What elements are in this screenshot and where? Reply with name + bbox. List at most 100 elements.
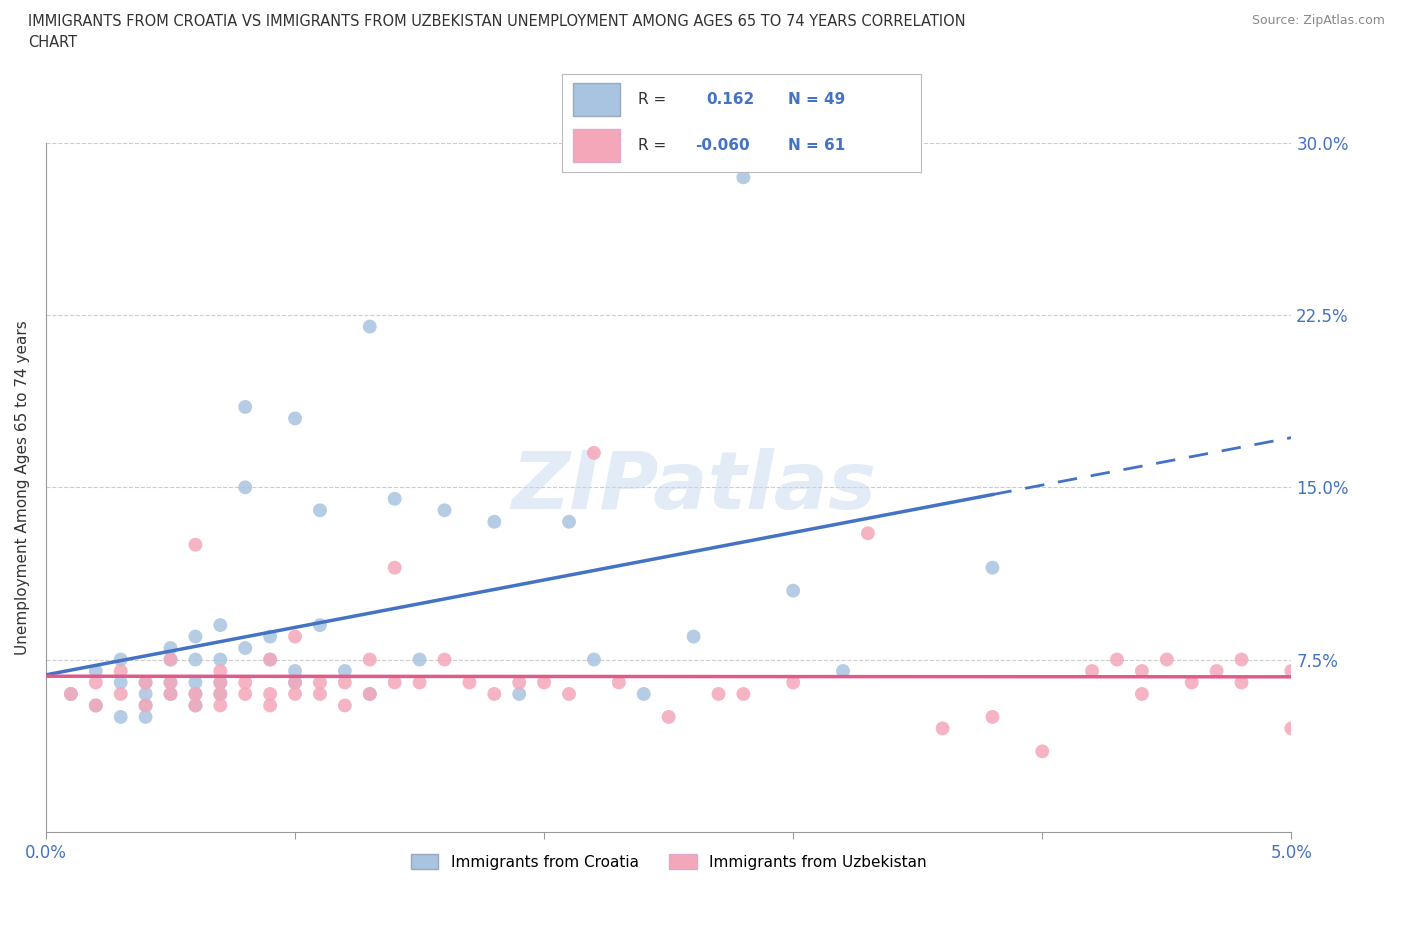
Point	[59, 686, 82, 701]
Point	[782, 583, 804, 598]
Point	[209, 686, 232, 701]
Point	[84, 698, 107, 713]
Point	[209, 618, 232, 632]
Point	[582, 652, 605, 667]
Point	[110, 675, 132, 690]
Y-axis label: Unemployment Among Ages 65 to 74 years: Unemployment Among Ages 65 to 74 years	[15, 320, 30, 655]
Point	[1081, 664, 1104, 679]
Point	[1130, 686, 1153, 701]
Point	[233, 400, 256, 415]
Point	[633, 686, 655, 701]
Point	[1156, 652, 1178, 667]
Point	[384, 675, 406, 690]
Point	[309, 675, 332, 690]
Point	[233, 480, 256, 495]
Point	[433, 652, 456, 667]
Point	[233, 641, 256, 656]
Point	[508, 686, 530, 701]
Point	[856, 525, 879, 540]
Point	[484, 686, 506, 701]
Text: R =: R =	[638, 139, 666, 153]
Legend: Immigrants from Croatia, Immigrants from Uzbekistan: Immigrants from Croatia, Immigrants from…	[405, 847, 932, 876]
Point	[110, 652, 132, 667]
Point	[84, 698, 107, 713]
Point	[135, 698, 157, 713]
Point	[558, 514, 581, 529]
Point	[333, 664, 356, 679]
Point	[233, 686, 256, 701]
Point	[384, 560, 406, 575]
Point	[284, 664, 307, 679]
Point	[209, 698, 232, 713]
Point	[209, 686, 232, 701]
Point	[159, 686, 181, 701]
Point	[508, 675, 530, 690]
Point	[209, 675, 232, 690]
Point	[384, 491, 406, 506]
Point	[607, 675, 630, 690]
Point	[209, 652, 232, 667]
Point	[359, 686, 381, 701]
Bar	[574, 83, 620, 116]
Point	[1105, 652, 1128, 667]
Point	[832, 664, 855, 679]
Point	[184, 629, 207, 644]
Point	[333, 675, 356, 690]
Text: ZIPatlas: ZIPatlas	[510, 448, 876, 526]
Bar	[574, 129, 620, 163]
Point	[159, 686, 181, 701]
Point	[981, 710, 1004, 724]
Point	[309, 618, 332, 632]
Point	[1279, 721, 1302, 736]
Point	[59, 686, 82, 701]
Point	[408, 652, 430, 667]
Point	[533, 675, 555, 690]
Point	[259, 652, 281, 667]
Point	[159, 641, 181, 656]
Text: IMMIGRANTS FROM CROATIA VS IMMIGRANTS FROM UZBEKISTAN UNEMPLOYMENT AMONG AGES 65: IMMIGRANTS FROM CROATIA VS IMMIGRANTS FR…	[28, 14, 966, 50]
Point	[209, 664, 232, 679]
Point	[582, 445, 605, 460]
Text: 0.162: 0.162	[706, 92, 754, 107]
Point	[233, 675, 256, 690]
Point	[259, 652, 281, 667]
Point	[458, 675, 481, 690]
Point	[359, 652, 381, 667]
Point	[1279, 664, 1302, 679]
Point	[484, 514, 506, 529]
Point	[110, 664, 132, 679]
Point	[259, 686, 281, 701]
Point	[284, 411, 307, 426]
Point	[433, 503, 456, 518]
Text: N = 49: N = 49	[789, 92, 845, 107]
Point	[259, 629, 281, 644]
Point	[782, 675, 804, 690]
Point	[981, 560, 1004, 575]
Point	[1181, 675, 1204, 690]
Point	[159, 652, 181, 667]
Point	[658, 710, 681, 724]
Point	[184, 675, 207, 690]
Point	[135, 698, 157, 713]
Point	[1230, 652, 1253, 667]
Point	[733, 686, 755, 701]
Point	[184, 698, 207, 713]
Point	[135, 675, 157, 690]
Point	[309, 686, 332, 701]
Point	[135, 686, 157, 701]
Text: N = 61: N = 61	[789, 139, 845, 153]
Point	[84, 664, 107, 679]
Point	[682, 629, 704, 644]
Point	[558, 686, 581, 701]
Point	[1130, 664, 1153, 679]
Point	[135, 710, 157, 724]
Text: -0.060: -0.060	[695, 139, 749, 153]
Point	[159, 675, 181, 690]
Point	[931, 721, 953, 736]
Text: Source: ZipAtlas.com: Source: ZipAtlas.com	[1251, 14, 1385, 27]
Point	[84, 675, 107, 690]
Point	[284, 675, 307, 690]
Point	[733, 170, 755, 185]
Point	[333, 698, 356, 713]
Point	[135, 675, 157, 690]
